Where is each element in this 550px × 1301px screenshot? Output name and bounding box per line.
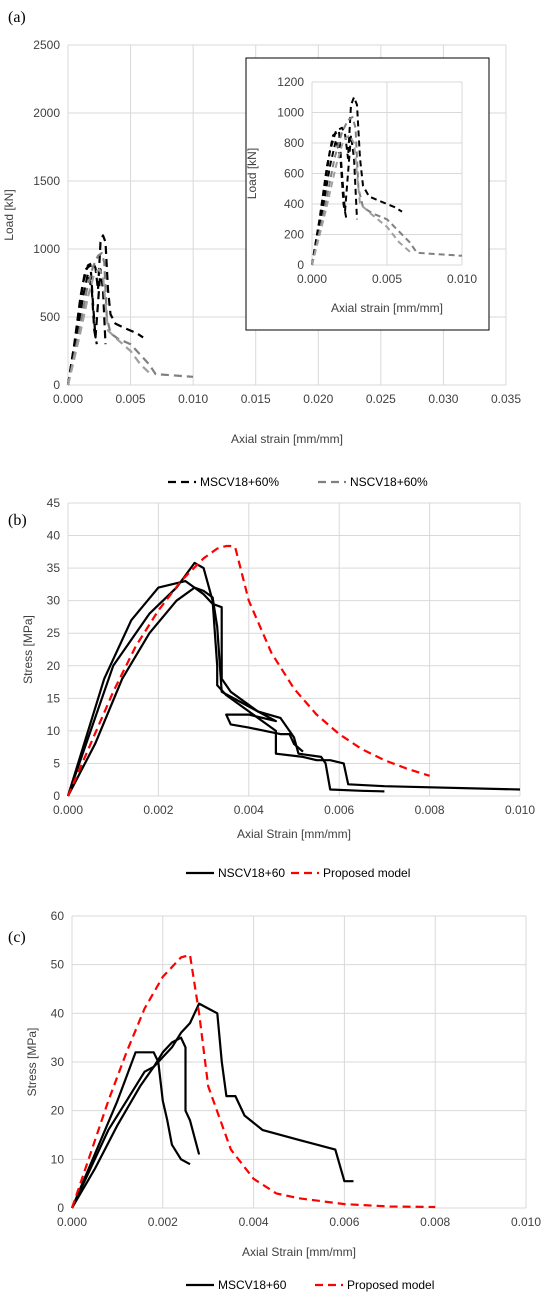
y-tick-label: 10 bbox=[51, 1152, 65, 1166]
series-line-mscv18-60- bbox=[66, 234, 144, 386]
y-tick-label: 40 bbox=[51, 1006, 65, 1020]
x-tick-label: 0.015 bbox=[241, 392, 271, 406]
series-line-mscv18-60 bbox=[70, 1051, 191, 1209]
panel-label: (c) bbox=[8, 929, 26, 946]
y-tick-label: 10 bbox=[47, 724, 61, 738]
legend-label: Proposed model bbox=[323, 866, 410, 880]
y-tick-label: 0 bbox=[53, 789, 60, 803]
x-tick-label: 0.006 bbox=[329, 1215, 359, 1229]
series-line-mscv18-60- bbox=[311, 96, 403, 266]
y-tick-label: 2000 bbox=[33, 106, 60, 120]
series-line-nscv18-60 bbox=[66, 579, 385, 797]
x-tick-label: 0.004 bbox=[234, 803, 264, 817]
x-tick-label: 0.000 bbox=[297, 272, 327, 286]
y-tick-label: 15 bbox=[47, 691, 61, 705]
y-axis-label: Load [kN] bbox=[245, 148, 259, 199]
series-line-nscv18-60- bbox=[311, 134, 412, 266]
y-tick-label: 60 bbox=[51, 909, 65, 923]
x-tick-label: 0.002 bbox=[148, 1215, 178, 1229]
x-tick-label: 0.020 bbox=[303, 392, 333, 406]
x-tick-label: 0.004 bbox=[239, 1215, 269, 1229]
legend-label: MSCV18+60% bbox=[200, 475, 279, 489]
x-tick-label: 0.000 bbox=[57, 1215, 87, 1229]
y-tick-label: 30 bbox=[47, 594, 61, 608]
legend-label: Proposed model bbox=[347, 1278, 434, 1292]
y-tick-label: 0 bbox=[297, 258, 304, 272]
y-axis-label: Stress [MPa] bbox=[21, 615, 35, 684]
y-axis-label: Load [kN] bbox=[2, 189, 16, 240]
x-tick-label: 0.000 bbox=[53, 392, 83, 406]
y-tick-label: 400 bbox=[284, 197, 304, 211]
series-line-nscv18-60- bbox=[311, 116, 463, 266]
y-tick-label: 0 bbox=[57, 1201, 64, 1215]
panel-label: (b) bbox=[8, 512, 27, 529]
x-tick-label: 0.010 bbox=[505, 803, 535, 817]
series-line-mscv18-60- bbox=[66, 264, 107, 386]
y-tick-label: 1500 bbox=[33, 174, 60, 188]
y-tick-label: 1000 bbox=[277, 106, 304, 120]
x-tick-label: 0.035 bbox=[491, 392, 521, 406]
x-tick-label: 0.002 bbox=[143, 803, 173, 817]
x-tick-label: 0.000 bbox=[53, 803, 83, 817]
x-tick-label: 0.010 bbox=[447, 272, 477, 286]
y-tick-label: 5 bbox=[53, 756, 60, 770]
y-tick-label: 40 bbox=[47, 529, 61, 543]
x-axis-label: Axial strain [mm/mm] bbox=[231, 432, 343, 446]
series-line-nscv18-60 bbox=[66, 561, 521, 797]
y-tick-label: 500 bbox=[40, 310, 60, 324]
x-tick-label: 0.008 bbox=[415, 803, 445, 817]
y-tick-label: 2500 bbox=[33, 38, 60, 52]
series-line-proposed-model bbox=[66, 544, 430, 797]
y-tick-label: 200 bbox=[284, 228, 304, 242]
legend-label: MSCV18+60 bbox=[218, 1278, 287, 1292]
x-tick-label: 0.030 bbox=[428, 392, 458, 406]
y-tick-label: 0 bbox=[53, 378, 60, 392]
series-line-nscv18-60 bbox=[67, 586, 304, 797]
panel-label: (a) bbox=[8, 9, 26, 26]
y-tick-label: 20 bbox=[51, 1104, 65, 1118]
x-tick-label: 0.006 bbox=[324, 803, 354, 817]
y-tick-label: 600 bbox=[284, 167, 304, 181]
y-tick-label: 30 bbox=[51, 1055, 65, 1069]
x-tick-label: 0.005 bbox=[116, 392, 146, 406]
y-tick-label: 20 bbox=[47, 659, 61, 673]
series-line-proposed-model bbox=[70, 953, 436, 1209]
series-line-mscv18-60 bbox=[71, 1002, 354, 1209]
y-tick-label: 1200 bbox=[277, 75, 304, 89]
series-line-mscv18-60 bbox=[71, 1036, 201, 1209]
x-axis-label: Axial strain [mm/mm] bbox=[331, 301, 443, 315]
x-tick-label: 0.008 bbox=[420, 1215, 450, 1229]
x-tick-label: 0.005 bbox=[372, 272, 402, 286]
x-axis-label: Axial Strain [mm/mm] bbox=[237, 827, 351, 841]
x-tick-label: 0.010 bbox=[511, 1215, 541, 1229]
y-tick-label: 800 bbox=[284, 136, 304, 150]
series-line-mscv18-60- bbox=[311, 138, 348, 266]
y-tick-label: 45 bbox=[47, 496, 61, 510]
legend-label: NSCV18+60 bbox=[218, 866, 285, 880]
y-tick-label: 1000 bbox=[33, 242, 60, 256]
y-axis-label: Stress [MPa] bbox=[25, 1028, 39, 1097]
legend-label: NSCV18+60% bbox=[350, 475, 428, 489]
x-tick-label: 0.010 bbox=[178, 392, 208, 406]
y-tick-label: 35 bbox=[47, 561, 61, 575]
x-axis-label: Axial Strain [mm/mm] bbox=[242, 1245, 356, 1259]
x-tick-label: 0.025 bbox=[366, 392, 396, 406]
chart-c: 0.000 0.002 0.004 0.006 0.008 0.010 0 10 20 30 40 5… bbox=[25, 909, 541, 1259]
inset-a: 0.000 0.005 0.010 0 200 400 600 800 1000 1200 Axia… bbox=[245, 75, 477, 315]
y-tick-label: 25 bbox=[47, 626, 61, 640]
y-tick-label: 50 bbox=[51, 958, 65, 972]
chart-b: 0.000 0.002 0.004 0.006 0.008 0.010 0 5 10 15 20 25… bbox=[21, 496, 535, 841]
